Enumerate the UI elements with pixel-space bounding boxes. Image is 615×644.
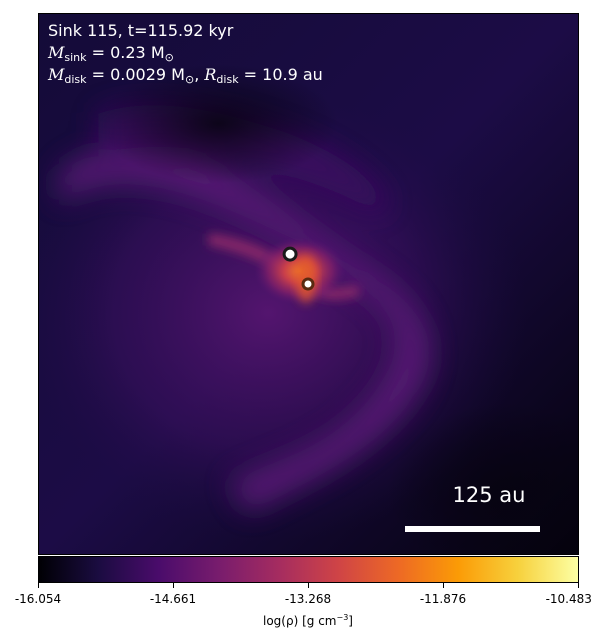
colorbar-axis-label: log(ρ) [g cm−3] [263,613,353,628]
scale-bar [405,526,540,532]
density-map-image [39,14,578,554]
colorbar [38,556,579,583]
sink-particle-2 [301,277,315,291]
colorbar-tick-label: -11.876 [419,592,467,606]
colorbar-tick [578,583,579,588]
colorbar-tick-label: -16.054 [14,592,62,606]
sink-title: Sink 115, t=115.92 kyr [48,21,234,40]
colorbar-tick-label: -13.268 [284,592,332,606]
scale-bar-label: 125 au [452,483,526,507]
colorbar-tick-label: -10.483 [545,592,592,606]
colorbar-tick [443,583,444,588]
sink-particle-1 [282,246,298,262]
colorbar-tick-label: -14.661 [149,592,197,606]
density-map-panel: Sink 115, t=115.92 kyr Msink = 0.23 M⊙ M… [38,13,579,555]
disk-properties-label: Mdisk = 0.0029 M⊙, Rdisk = 10.9 au [48,65,323,86]
colorbar-tick [308,583,309,588]
colorbar-tick [173,583,174,588]
colorbar-tick [38,583,39,588]
sink-mass-label: Msink = 0.23 M⊙ [48,43,174,64]
